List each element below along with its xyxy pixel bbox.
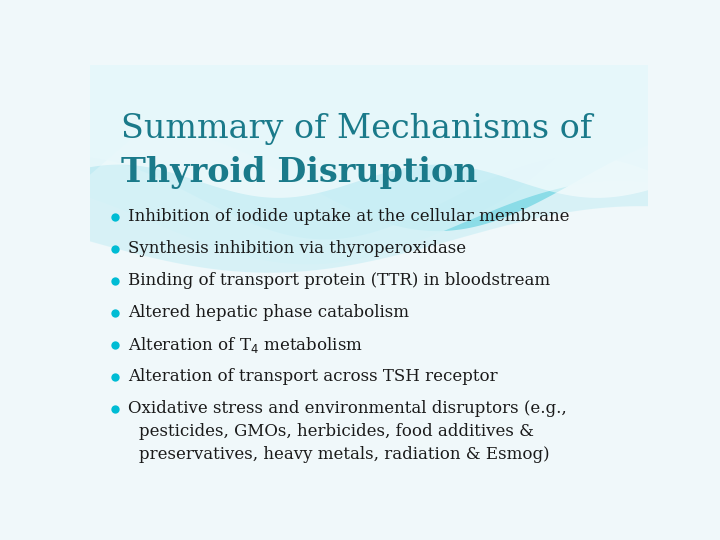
Text: pesticides, GMOs, herbicides, food additives &: pesticides, GMOs, herbicides, food addit… <box>139 423 534 440</box>
Polygon shape <box>90 65 648 265</box>
Polygon shape <box>90 65 648 239</box>
Polygon shape <box>90 65 648 273</box>
Text: Alteration of transport across TSH receptor: Alteration of transport across TSH recep… <box>128 368 498 385</box>
Text: Inhibition of iodide uptake at the cellular membrane: Inhibition of iodide uptake at the cellu… <box>128 208 570 225</box>
Text: preservatives, heavy metals, radiation & Esmog): preservatives, heavy metals, radiation &… <box>139 446 550 463</box>
Polygon shape <box>90 65 648 231</box>
Polygon shape <box>90 65 648 198</box>
Text: Synthesis inhibition via thyroperoxidase: Synthesis inhibition via thyroperoxidase <box>128 240 466 257</box>
Text: Binding of transport protein (TTR) in bloodstream: Binding of transport protein (TTR) in bl… <box>128 272 550 289</box>
Text: Altered hepatic phase catabolism: Altered hepatic phase catabolism <box>128 304 409 321</box>
Text: Summary of Mechanisms of: Summary of Mechanisms of <box>121 113 592 145</box>
Text: Thyroid Disruption: Thyroid Disruption <box>121 156 477 190</box>
Text: Alteration of T$_4$ metabolism: Alteration of T$_4$ metabolism <box>128 335 363 355</box>
Text: Oxidative stress and environmental disruptors (e.g.,: Oxidative stress and environmental disru… <box>128 400 567 417</box>
Polygon shape <box>90 65 648 219</box>
